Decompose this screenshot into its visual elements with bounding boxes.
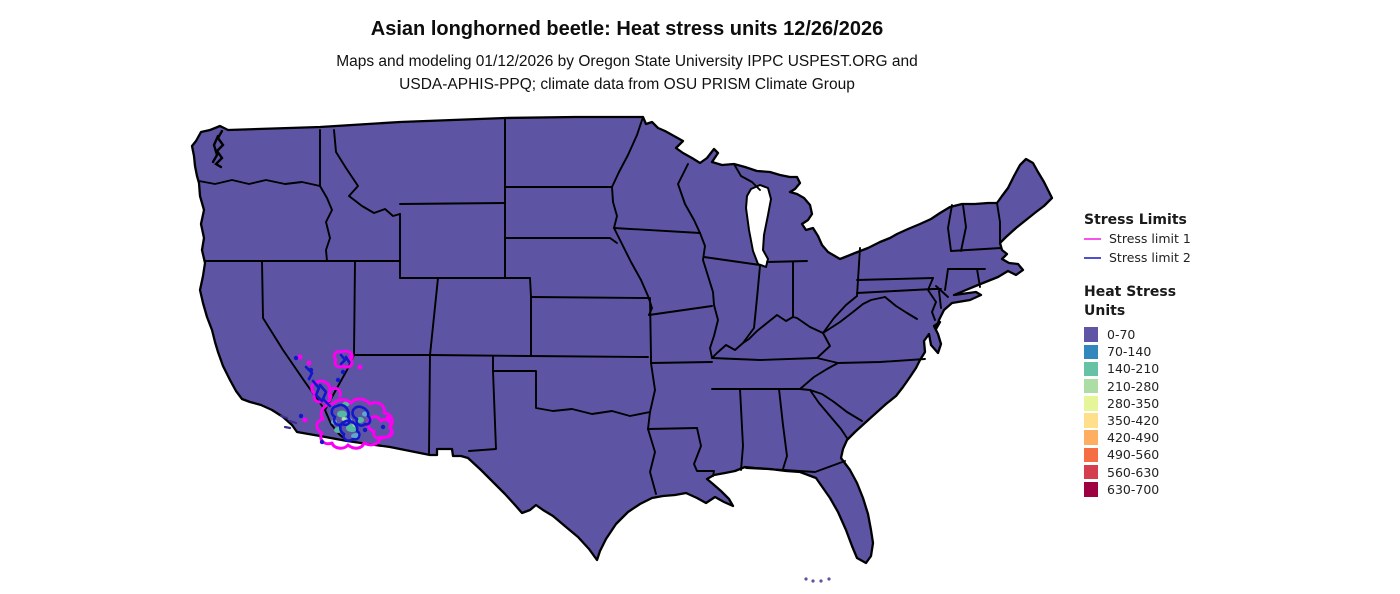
heat-stress-range-label: 560-630 bbox=[1107, 464, 1160, 480]
heat-stress-legend: Heat Stress Units 0-70 70-140 140-210 210-2… bbox=[1084, 283, 1384, 498]
subtitle-line-2: USDA-APHIS-PPQ; climate data from OSU PR… bbox=[399, 75, 855, 93]
page-subtitle: Maps and modeling 01/12/2026 by Oregon S… bbox=[0, 51, 1254, 96]
stress-limit-label: Stress limit 2 bbox=[1109, 250, 1191, 265]
heat-stress-class: 350-420 bbox=[1084, 412, 1384, 429]
heat-stress-swatch bbox=[1084, 430, 1098, 445]
heat-stress-swatch bbox=[1084, 413, 1098, 428]
heat-stress-range-label: 420-490 bbox=[1107, 430, 1160, 446]
heat-stress-class: 140-210 bbox=[1084, 360, 1384, 377]
title-block: Asian longhorned beetle: Heat stress uni… bbox=[0, 18, 1254, 96]
florida-keys bbox=[804, 577, 831, 583]
heat-stress-class: 210-280 bbox=[1084, 378, 1384, 395]
heat-stress-range-label: 350-420 bbox=[1107, 413, 1160, 429]
state-borders bbox=[198, 116, 1002, 495]
heat-stress-title: Heat Stress Units bbox=[1084, 284, 1177, 319]
stress-limits-list: Stress limit 1 Stress limit 2 bbox=[1084, 230, 1384, 266]
stress-limits-title: Stress Limits bbox=[1084, 212, 1187, 228]
us-landmass bbox=[190, 115, 1054, 565]
stress-limit-line-swatch bbox=[1084, 256, 1101, 259]
stress-limit-2-dots bbox=[293, 355, 386, 445]
heat-stress-swatch bbox=[1084, 378, 1098, 394]
heat-stress-swatch bbox=[1084, 344, 1098, 360]
subtitle-line-1: Maps and modeling 01/12/2026 by Oregon S… bbox=[336, 53, 918, 70]
stress-limit-item: Stress limit 2 bbox=[1084, 249, 1384, 266]
heat-stress-class: 280-350 bbox=[1084, 395, 1384, 412]
stress-limit-line-swatch bbox=[1084, 237, 1101, 240]
heat-stress-range-label: 0-70 bbox=[1107, 327, 1136, 343]
heat-stress-class: 490-560 bbox=[1084, 446, 1384, 463]
heat-stress-range-label: 490-560 bbox=[1107, 447, 1160, 463]
heat-stress-swatch bbox=[1084, 464, 1098, 480]
puget-sound bbox=[211, 129, 225, 169]
stress-limit-2-contours bbox=[304, 353, 372, 442]
page-title: Asian longhorned beetle: Heat stress uni… bbox=[370, 18, 884, 40]
heat-stress-class: 0-70 bbox=[1084, 326, 1384, 343]
heat-stress-swatch bbox=[1084, 361, 1098, 377]
channel-islands bbox=[279, 414, 298, 430]
legend: Stress Limits Stress limit 1 Stress limit… bbox=[1084, 212, 1384, 498]
heat-stress-range-label: 70-140 bbox=[1107, 344, 1152, 360]
heat-stress-swatch bbox=[1084, 482, 1098, 497]
stress-limit-label: Stress limit 1 bbox=[1109, 231, 1191, 246]
heat-stress-class: 70-140 bbox=[1084, 343, 1384, 360]
heat-stress-class: 630-700 bbox=[1084, 481, 1384, 498]
heat-stress-class: 420-490 bbox=[1084, 429, 1384, 446]
heat-stress-swatch bbox=[1084, 396, 1098, 411]
heat-stress-swatch bbox=[1084, 447, 1098, 463]
lake-michigan bbox=[745, 184, 772, 268]
heat-stress-list: 0-70 70-140 140-210 210-280 280-350 350-420 42… bbox=[1084, 326, 1384, 498]
heat-stress-class: 560-630 bbox=[1084, 464, 1384, 481]
heat-stress-swatch bbox=[1084, 327, 1098, 342]
heat-stress-range-label: 210-280 bbox=[1107, 378, 1160, 394]
heat-stress-range-label: 140-210 bbox=[1107, 361, 1160, 377]
heat-stress-range-label: 630-700 bbox=[1107, 481, 1160, 497]
heat-stress-range-label: 280-350 bbox=[1107, 395, 1160, 411]
stress-limit-item: Stress limit 1 bbox=[1084, 230, 1384, 247]
stress-limit-1-dots bbox=[297, 354, 391, 423]
